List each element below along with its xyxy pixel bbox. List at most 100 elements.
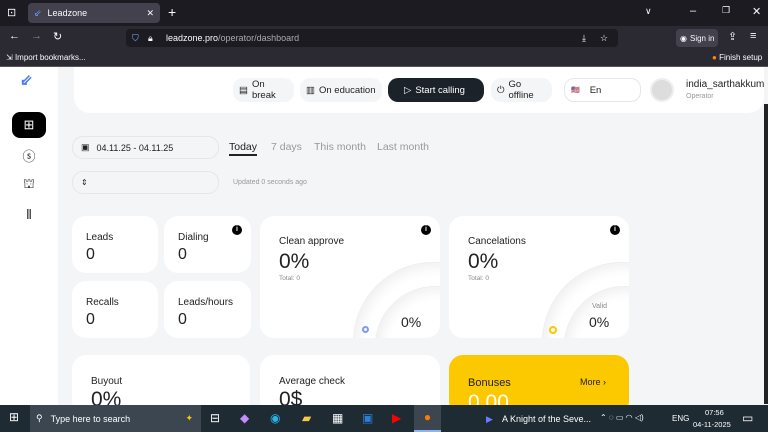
more-link[interactable]: More ›: [580, 377, 607, 387]
gauge-marker: [549, 326, 557, 334]
filter-select[interactable]: ⇕: [72, 171, 219, 194]
tab-list-icon[interactable]: ⊡: [7, 7, 17, 19]
bag-icon: ⛫: [23, 176, 35, 191]
language-select[interactable]: 🇺🇸 En: [564, 78, 641, 102]
valid-label: Valid: [592, 303, 608, 310]
date-range-picker[interactable]: ▣ 04.11.25 - 04.11.25: [72, 136, 219, 159]
import-bookmarks-link[interactable]: ⇲ Import bookmarks...: [6, 53, 86, 62]
save-page-icon[interactable]: ⤓: [582, 32, 586, 43]
chevron-down-icon[interactable]: ∨: [645, 6, 652, 16]
windows-start-icon[interactable]: ⊞: [9, 410, 20, 424]
username: india_sarthakkum: [686, 79, 765, 90]
close-window-icon[interactable]: ✕: [752, 6, 762, 18]
outlook-icon[interactable]: ▣: [362, 411, 374, 425]
grid-icon: ⊞: [23, 117, 35, 132]
tab-title: Leadzone: [47, 8, 88, 18]
search-placeholder: Type here to search: [50, 413, 131, 424]
power-icon: ⏻: [497, 84, 505, 96]
bookmark-star-icon[interactable]: ☆: [600, 32, 609, 43]
on-break-button[interactable]: ▤ On break: [233, 78, 294, 102]
on-break-label: On break: [251, 79, 276, 101]
browser-tab[interactable]: ⇙ Leadzone ✕: [28, 3, 160, 23]
leads-value: 0: [86, 246, 95, 263]
restore-icon[interactable]: ❐: [722, 5, 731, 15]
sort-arrows-icon: ⇕: [81, 178, 88, 187]
scrollbar[interactable]: [764, 104, 768, 404]
clean-approve-label: Clean approve: [279, 236, 345, 247]
period-last-month[interactable]: Last month: [377, 141, 429, 153]
sidebar-item-calls[interactable]: ⦀: [12, 202, 46, 228]
info-icon[interactable]: i: [232, 225, 242, 235]
url-host: leadzone.pro: [166, 33, 219, 43]
copilot-sparkle-icon: ✦: [185, 413, 193, 423]
clock-date[interactable]: 04-11-2025: [693, 420, 731, 429]
clock-time[interactable]: 07:56: [705, 408, 724, 417]
task-view-icon[interactable]: ⊟: [210, 411, 221, 425]
extensions-icon[interactable]: ⇪: [728, 31, 738, 43]
period-today[interactable]: Today: [229, 141, 258, 156]
period-this-month[interactable]: This month: [314, 141, 366, 153]
info-icon[interactable]: i: [610, 225, 620, 235]
start-calling-button[interactable]: ▷ Start calling: [388, 78, 484, 102]
store-icon[interactable]: ▦: [332, 411, 344, 425]
new-tab-icon[interactable]: +: [168, 4, 177, 20]
leads-hours-value: 0: [178, 311, 187, 328]
menu-icon[interactable]: ≡: [750, 30, 757, 42]
clean-approve-gauge-value: 0%: [401, 314, 422, 330]
info-icon[interactable]: i: [421, 225, 431, 235]
edge-icon[interactable]: ◉: [270, 411, 281, 425]
on-education-button[interactable]: ▥ On education: [300, 78, 382, 102]
leads-hours-label: Leads/hours: [178, 297, 234, 308]
recalls-card: Recalls 0: [72, 281, 158, 338]
leadzone-logo-icon: ⇙: [34, 7, 42, 18]
recalls-label: Recalls: [86, 297, 119, 308]
url-path: /operator/dashboard: [218, 33, 300, 43]
finish-setup-label: Finish setup: [719, 53, 763, 62]
windows-taskbar: ⊞ ⚲ Type here to search ✦ ⊟ ◆ ◉ ▰ ▦ ▣ ▶ ● …: [0, 405, 768, 432]
sidebar-item-finance[interactable]: ⓢ: [12, 142, 46, 168]
on-education-label: On education: [318, 84, 376, 96]
close-tab-icon[interactable]: ✕: [146, 7, 154, 18]
language-indicator[interactable]: ENG: [672, 414, 690, 423]
sidebar: ⇙ ⊞ ⓢ ⛫ ⦀: [0, 67, 58, 405]
period-7-days[interactable]: 7 days: [271, 141, 302, 153]
sidebar-item-dashboard[interactable]: ⊞: [12, 112, 46, 138]
cancelations-gauge-value: 0%: [589, 314, 610, 330]
reload-icon[interactable]: ↻: [53, 31, 63, 43]
youtube-icon[interactable]: ▶: [392, 411, 402, 425]
account-icon: ◉: [680, 33, 687, 43]
copilot-icon[interactable]: ◆: [240, 411, 250, 425]
url-bar[interactable]: ⛉ 🔒︎ leadzone.pro/operator/dashboard ⤓ ☆: [126, 29, 618, 47]
back-icon[interactable]: ←: [9, 30, 20, 42]
book-icon: ▥: [306, 84, 315, 96]
browser-tabbar: ⊡ ⇙ Leadzone ✕ + ∨ – ❐ ✕: [0, 0, 768, 26]
sign-in-label: Sign in: [689, 33, 715, 43]
avatar[interactable]: [650, 78, 674, 102]
media-title[interactable]: A Knight of the Seve...: [502, 414, 592, 424]
clean-approve-value: 0%: [279, 250, 310, 273]
start-calling-label: Start calling: [415, 84, 465, 96]
taskbar-search[interactable]: ⚲ Type here to search ✦: [30, 405, 201, 432]
file-explorer-icon[interactable]: ▰: [302, 411, 312, 425]
us-flag-icon: 🇺🇸: [571, 87, 580, 94]
go-offline-button[interactable]: ⏻ Go offline: [491, 78, 552, 102]
leadzone-logo-icon[interactable]: ⇙: [20, 72, 33, 89]
bookmarks-bar: ⇲ Import bookmarks... ● Finish setup: [0, 50, 768, 67]
clean-approve-card: Clean approve 0% Total: 0 0% i: [260, 216, 440, 338]
firefox-taskbar-icon[interactable]: ●: [414, 405, 441, 432]
finish-setup-link[interactable]: ● Finish setup: [712, 53, 762, 62]
search-icon: ⚲: [36, 413, 43, 423]
forward-icon[interactable]: →: [31, 30, 42, 42]
system-tray-icons[interactable]: ⌃ ◌ ▭ ◠ ◁): [600, 413, 644, 422]
minimize-icon[interactable]: –: [690, 5, 697, 17]
soundwave-icon: ⦀: [26, 207, 32, 222]
dialing-label: Dialing: [178, 232, 209, 243]
notifications-icon[interactable]: ▭: [742, 411, 754, 425]
sidebar-item-orders[interactable]: ⛫: [12, 172, 46, 198]
dollar-icon: ⓢ: [22, 148, 36, 164]
media-app-icon: ▶: [486, 414, 493, 424]
sign-in-button[interactable]: ◉ Sign in: [676, 29, 719, 47]
date-range-value: 04.11.25 - 04.11.25: [96, 142, 174, 153]
clipboard-icon: ▤: [239, 84, 248, 96]
cancelations-card: Cancelations 0% Total: 0 Valid 0% i: [449, 216, 629, 338]
